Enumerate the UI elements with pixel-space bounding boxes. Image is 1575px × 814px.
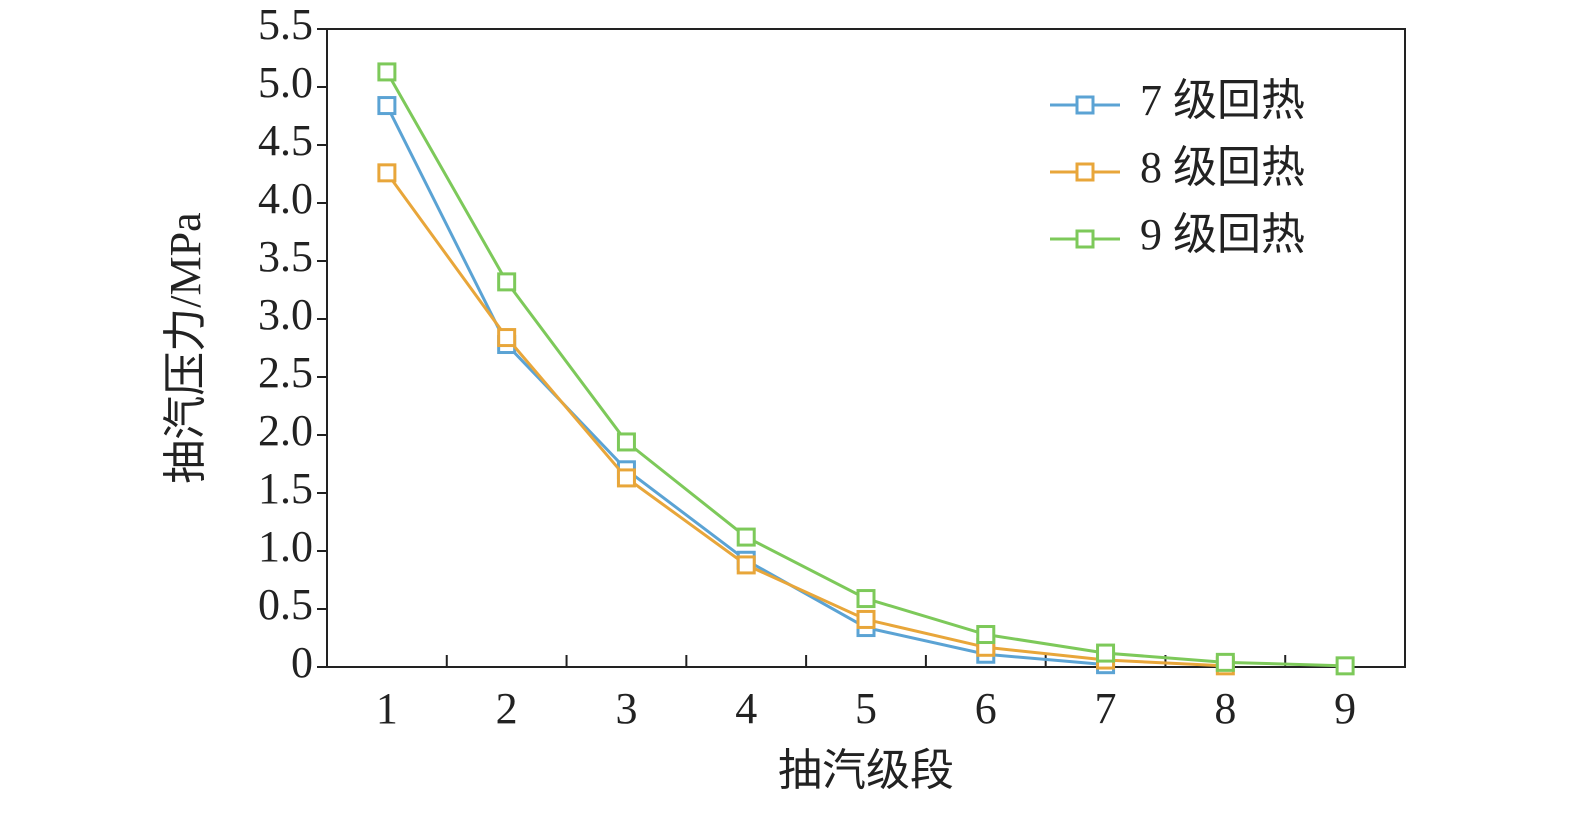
plot-frame (326, 28, 1406, 668)
series-line (385, 171, 1226, 668)
y-tick-label: 1.5 (258, 464, 313, 513)
series-line (385, 104, 1106, 667)
x-tick-label: 8 (1214, 684, 1236, 733)
y-tick-label: 4.0 (258, 174, 313, 223)
x-tick-label: 6 (975, 684, 997, 733)
y-axis-label: 抽汽压力/MPa (161, 212, 210, 483)
marker (377, 96, 397, 116)
y-tick-label: 1.0 (258, 522, 313, 571)
x-tick-label: 9 (1334, 684, 1356, 733)
marker (856, 589, 876, 609)
x-axis-label: 抽汽级段 (778, 746, 954, 795)
marker (1335, 656, 1355, 676)
x-tick-label: 3 (615, 684, 637, 733)
marker (497, 272, 517, 292)
marker (616, 468, 636, 488)
y-tick-label: 0 (291, 638, 313, 687)
x-tick-label: 7 (1095, 684, 1117, 733)
x-tick-label: 1 (376, 684, 398, 733)
marker (856, 609, 876, 629)
legend-marker (1075, 229, 1095, 249)
legend-label: 8 级回热 (1140, 143, 1305, 192)
y-tick-label: 0.5 (258, 580, 313, 629)
marker (497, 328, 517, 348)
marker (736, 555, 756, 575)
y-tick-label: 2.5 (258, 348, 313, 397)
legend-marker (1075, 95, 1095, 115)
legend-marker (1075, 162, 1095, 182)
marker (1215, 652, 1235, 672)
marker (377, 62, 397, 82)
y-tick-label: 5.0 (258, 58, 313, 107)
y-tick-label: 3.5 (258, 232, 313, 281)
marker (616, 432, 636, 452)
legend-label: 9 级回热 (1140, 210, 1305, 259)
marker (736, 527, 756, 547)
y-tick-label: 5.5 (258, 0, 313, 49)
y-tick-label: 4.5 (258, 116, 313, 165)
marker (377, 163, 397, 183)
x-tick-label: 2 (496, 684, 518, 733)
legend-label: 7 级回热 (1140, 76, 1305, 125)
x-tick-label: 5 (855, 684, 877, 733)
marker (1096, 643, 1116, 663)
x-tick-label: 4 (735, 684, 757, 733)
y-tick-label: 3.0 (258, 290, 313, 339)
marker (976, 625, 996, 645)
y-tick-label: 2.0 (258, 406, 313, 455)
